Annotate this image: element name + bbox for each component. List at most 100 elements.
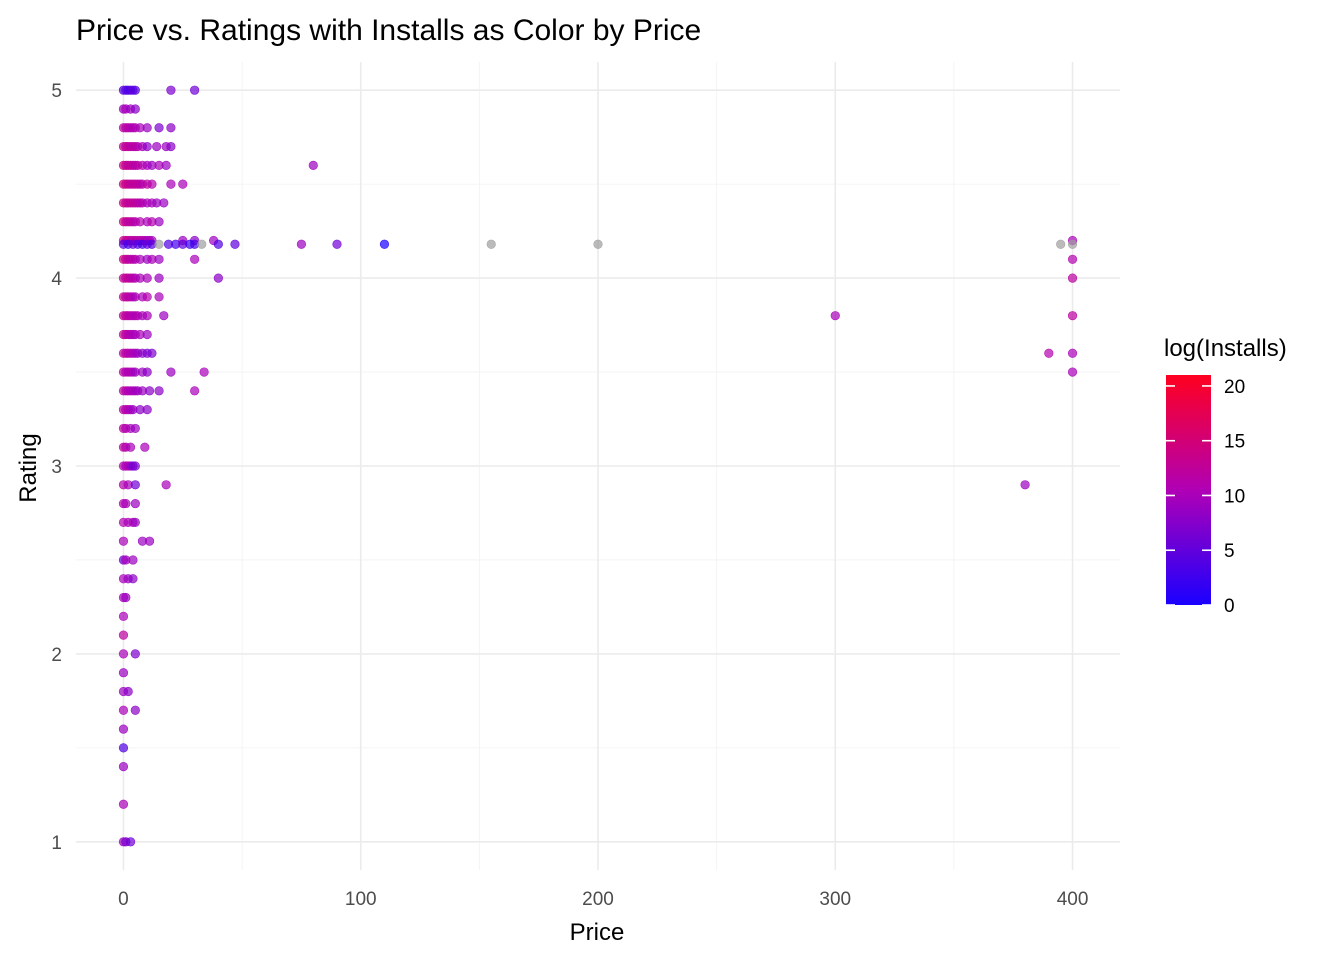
- data-point: [190, 254, 200, 264]
- data-point: [130, 705, 140, 715]
- data-point: [130, 649, 140, 659]
- data-point: [121, 498, 131, 509]
- data-point: [230, 239, 240, 249]
- data-point: [213, 273, 223, 283]
- x-tick-label: 0: [118, 889, 129, 910]
- data-point: [118, 724, 129, 734]
- legend-ticks: 0 5 10 15 20: [1166, 377, 1245, 617]
- data-point: [130, 517, 140, 527]
- data-point: [166, 141, 176, 152]
- chart-title: Price vs. Ratings with Installs as Color…: [76, 14, 701, 47]
- legend-tick-label: 20: [1224, 377, 1245, 398]
- data-point: [308, 160, 318, 170]
- legend-tick-label: 0: [1224, 596, 1235, 617]
- data-point: [128, 574, 138, 584]
- x-axis-tick-labels: 0 100 200 300 400: [118, 889, 1088, 910]
- data-point: [152, 141, 162, 152]
- data-point: [118, 649, 129, 659]
- data-point: [147, 348, 157, 358]
- data-point: [118, 668, 129, 678]
- data-point: [130, 480, 140, 490]
- data-point: [118, 536, 129, 546]
- data-point: [123, 686, 133, 697]
- legend-tick-label: 10: [1224, 486, 1245, 507]
- y-tick-label: 1: [51, 833, 62, 854]
- data-point: [486, 239, 496, 249]
- data-point: [166, 179, 176, 189]
- data-point: [144, 536, 155, 546]
- data-point: [1044, 348, 1054, 358]
- data-point: [128, 555, 138, 565]
- data-point: [142, 141, 152, 152]
- data-point: [130, 85, 140, 95]
- data-point: [154, 292, 164, 302]
- data-point: [130, 461, 140, 471]
- data-point: [166, 123, 176, 133]
- data-point: [1020, 480, 1030, 490]
- data-point: [130, 104, 140, 114]
- data-point: [142, 367, 152, 377]
- data-point: [1067, 254, 1078, 264]
- data-point: [1067, 367, 1078, 377]
- data-point: [332, 239, 342, 249]
- data-point: [121, 592, 131, 603]
- legend-tick-label: 15: [1224, 432, 1245, 453]
- x-tick-label: 300: [819, 889, 851, 910]
- data-point: [197, 239, 207, 249]
- data-point: [1056, 239, 1066, 249]
- y-axis-title: Rating: [15, 433, 42, 502]
- x-tick-label: 100: [345, 889, 377, 910]
- data-point: [154, 239, 164, 249]
- color-legend: log(Installs) 0 5 10 15 20: [1164, 335, 1287, 617]
- data-point: [118, 743, 129, 753]
- data-point: [379, 239, 390, 249]
- data-point: [147, 179, 157, 189]
- y-axis-tick-labels: 1 2 3 4 5: [51, 81, 62, 854]
- data-point: [125, 442, 136, 452]
- data-point: [142, 123, 152, 133]
- data-point: [118, 630, 129, 640]
- data-point: [161, 480, 171, 490]
- y-tick-label: 3: [51, 457, 62, 478]
- y-tick-label: 4: [51, 269, 62, 290]
- data-point: [190, 386, 200, 396]
- legend-color-bar: [1166, 375, 1211, 605]
- data-point: [159, 198, 169, 208]
- legend-tick-label: 5: [1224, 541, 1235, 562]
- data-points: [118, 85, 1078, 847]
- x-tick-label: 200: [582, 889, 614, 910]
- data-point: [1067, 311, 1078, 321]
- grid-lines: [76, 62, 1120, 870]
- data-point: [118, 799, 129, 809]
- data-point: [130, 423, 140, 434]
- data-point: [154, 273, 164, 283]
- data-point: [154, 386, 164, 396]
- data-point: [1067, 273, 1078, 283]
- data-point: [142, 405, 152, 415]
- data-point: [830, 311, 840, 321]
- y-tick-label: 2: [51, 645, 62, 666]
- data-point: [125, 837, 136, 847]
- data-point: [159, 311, 169, 321]
- data-point: [161, 160, 171, 170]
- x-tick-label: 400: [1057, 889, 1089, 910]
- data-point: [213, 239, 223, 249]
- data-point: [142, 273, 152, 283]
- data-point: [142, 292, 152, 302]
- data-point: [142, 329, 152, 340]
- data-point: [1067, 239, 1078, 249]
- data-point: [154, 123, 164, 133]
- y-tick-label: 5: [51, 81, 62, 102]
- data-point: [166, 85, 176, 95]
- data-point: [1067, 348, 1078, 358]
- data-point: [140, 442, 150, 452]
- data-point: [593, 239, 603, 249]
- data-point: [118, 611, 129, 621]
- data-point: [144, 386, 155, 396]
- x-axis-title: Price: [570, 919, 625, 946]
- data-point: [166, 367, 176, 377]
- data-point: [130, 498, 140, 509]
- data-point: [296, 239, 307, 249]
- data-point: [190, 85, 200, 95]
- data-point: [199, 367, 209, 377]
